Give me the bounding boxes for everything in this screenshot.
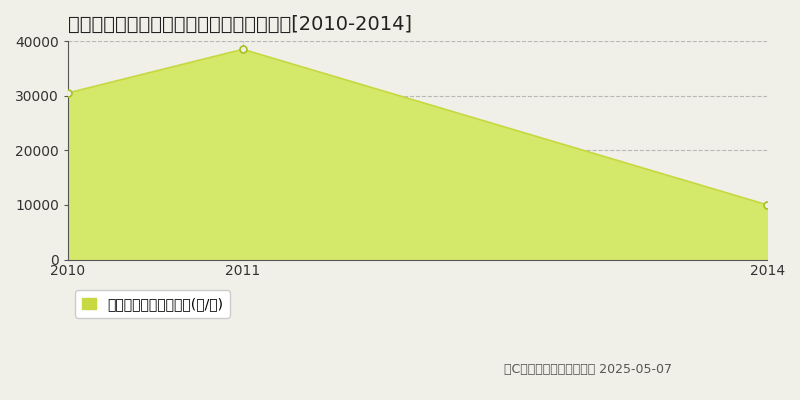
Text: （C）土地価格ドットコム 2025-05-07: （C）土地価格ドットコム 2025-05-07 [504, 363, 672, 376]
Text: 広島市安佐北区あさひが丘　林地価格推移[2010-2014]: 広島市安佐北区あさひが丘 林地価格推移[2010-2014] [68, 15, 412, 34]
Legend: 林地価格　平均嵪単価(円/嵪): 林地価格 平均嵪単価(円/嵪) [75, 290, 230, 318]
